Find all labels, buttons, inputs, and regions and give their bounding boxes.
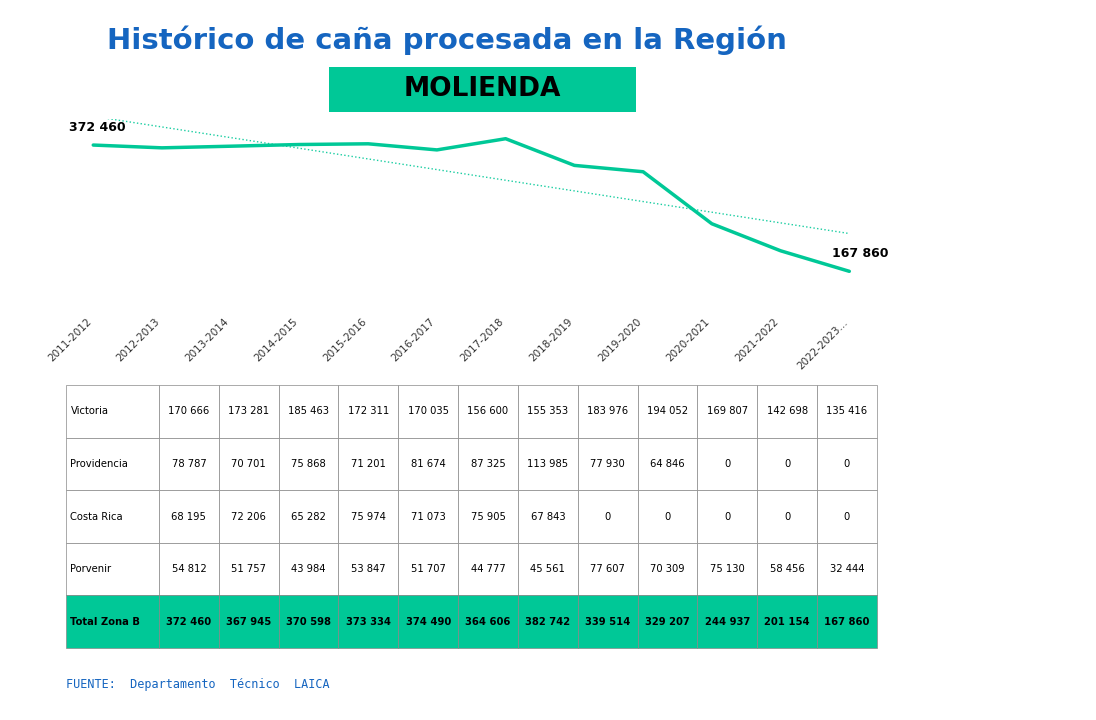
Text: 372 460: 372 460 (69, 121, 126, 134)
Text: FUENTE:  Departamento  Técnico  LAICA: FUENTE: Departamento Técnico LAICA (66, 678, 330, 691)
Text: MOLIENDA: MOLIENDA (403, 76, 561, 102)
FancyBboxPatch shape (329, 67, 636, 112)
Text: Histórico de caña procesada en la Región: Histórico de caña procesada en la Región (106, 25, 787, 55)
Text: 2017-2018: 2017-2018 (458, 317, 505, 364)
Text: 2012-2013: 2012-2013 (115, 317, 162, 364)
Text: 2018-2019: 2018-2019 (527, 317, 574, 364)
Text: 2019-2020: 2019-2020 (596, 317, 643, 364)
Text: 167 860: 167 860 (832, 247, 889, 260)
Text: 2011-2012: 2011-2012 (46, 317, 93, 364)
Text: 2021-2022: 2021-2022 (733, 317, 780, 364)
Text: 2016-2017: 2016-2017 (390, 317, 437, 364)
Text: 2020-2021: 2020-2021 (665, 317, 711, 364)
Text: 2015-2016: 2015-2016 (321, 317, 368, 364)
Text: 2014-2015: 2014-2015 (252, 317, 299, 364)
Text: 2013-2014: 2013-2014 (184, 317, 231, 364)
Text: 2022-2023...: 2022-2023... (795, 317, 849, 371)
